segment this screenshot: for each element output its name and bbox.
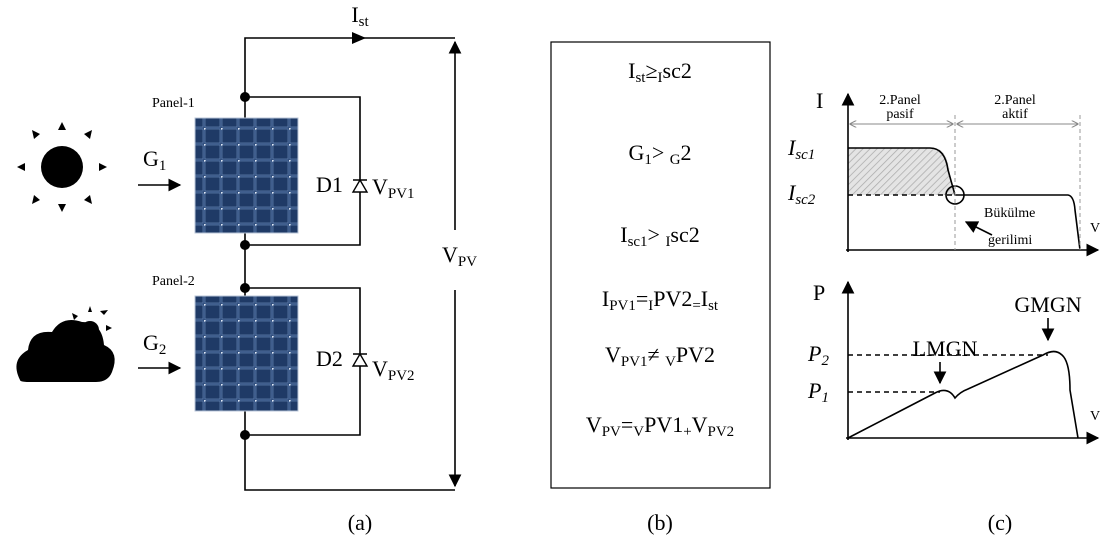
symbol: PV2 (676, 342, 715, 367)
axis-label: V (1090, 409, 1100, 424)
symbol: sc2 (670, 222, 699, 247)
symbol: I (620, 222, 627, 247)
symbol: I (628, 58, 635, 83)
axis-label: I (816, 88, 823, 113)
figure: Ist Panel-1 Panel-2 G1 G2 D1 D2 VPV1 VPV… (0, 0, 1110, 550)
symbol: = (636, 286, 648, 311)
subscript: 1 (821, 390, 828, 406)
symbol: P (807, 378, 821, 403)
subscript: V (633, 424, 644, 440)
power-label: P1 (807, 378, 829, 406)
equation: Isc1> Isc2 (620, 222, 700, 250)
caption: (c) (988, 510, 1012, 535)
lmgn-label: LMGN (913, 336, 978, 361)
subscript: 2 (159, 342, 166, 358)
panel-label: Panel-1 (152, 96, 195, 111)
voltage-label: VPV2 (372, 356, 414, 384)
region-label: pasif (886, 107, 914, 122)
caption: (a) (348, 510, 372, 535)
equation: Ist≥Isc2 (628, 58, 692, 86)
equation: IPV1=IPV2=Ist (602, 286, 719, 314)
subscript: + (683, 424, 691, 440)
subscript: V (665, 354, 676, 370)
panel-label: Panel-2 (152, 274, 195, 289)
knee-label: gerilimi (988, 233, 1032, 248)
symbol: G (143, 146, 159, 171)
current-label: Isc1 (787, 135, 815, 163)
subscript: G (670, 152, 681, 168)
region-label: aktif (1002, 107, 1028, 122)
subscript: PV2 (708, 424, 735, 440)
subscript: sc1 (628, 234, 648, 250)
subscript: PV (602, 424, 621, 440)
symbol: P (807, 341, 821, 366)
current-label: Ist (351, 2, 369, 30)
equation: G1> G2 (628, 140, 691, 168)
symbol: V (372, 174, 388, 199)
circuit (16, 32, 455, 490)
subscript: st (359, 14, 370, 30)
irradiance-label: G2 (143, 330, 166, 358)
region-label: 2.Panel (994, 93, 1036, 108)
equation: VPV1≠ VPV2 (605, 342, 715, 370)
subscript: sc2 (795, 192, 815, 208)
power-label: P2 (807, 341, 829, 369)
irradiance-label: G1 (143, 146, 166, 174)
subscript: PV1 (388, 186, 415, 202)
symbol: G (143, 330, 159, 355)
symbol: PV1 (644, 412, 683, 437)
symbol: ≥ (645, 58, 657, 83)
symbol: V (442, 242, 458, 267)
subscript: = (692, 298, 700, 314)
symbol: V (605, 342, 621, 367)
subscript: sc1 (795, 147, 815, 163)
gmgn-label: GMGN (1014, 292, 1081, 317)
iv-pv-graphs (846, 94, 1098, 440)
symbol: ≠ (647, 342, 665, 367)
current-label: Isc2 (787, 180, 816, 208)
diode-label: D2 (316, 346, 343, 371)
subscript: PV1 (609, 298, 636, 314)
symbol: G (628, 140, 644, 165)
symbol: = (621, 412, 633, 437)
symbol: > (648, 222, 666, 247)
caption: (b) (647, 510, 673, 535)
symbol: I (351, 2, 358, 27)
symbol: V (586, 412, 602, 437)
axis-label: P (813, 280, 825, 305)
symbol: > (652, 140, 670, 165)
subscript: 1 (159, 158, 166, 174)
symbol: I (701, 286, 708, 311)
axis-label: V (1090, 221, 1100, 236)
knee-label: Bükülme (984, 206, 1035, 221)
subscript: PV2 (388, 368, 415, 384)
subscript: 2 (821, 353, 829, 369)
diode-label: D1 (316, 172, 343, 197)
symbol: V (692, 412, 708, 437)
region-label: 2.Panel (879, 93, 921, 108)
symbol: PV2 (653, 286, 692, 311)
symbol: I (602, 286, 609, 311)
subscript: PV1 (621, 354, 648, 370)
voltage-label: VPV (442, 242, 477, 270)
symbol: sc2 (663, 58, 692, 83)
symbol: 2 (681, 140, 692, 165)
symbol: V (372, 356, 388, 381)
subscript: st (708, 298, 719, 314)
voltage-label: VPV1 (372, 174, 414, 202)
equation: VPV=VPV1+VPV2 (586, 412, 734, 440)
subscript: PV (458, 254, 477, 270)
subscript: 1 (644, 152, 651, 168)
